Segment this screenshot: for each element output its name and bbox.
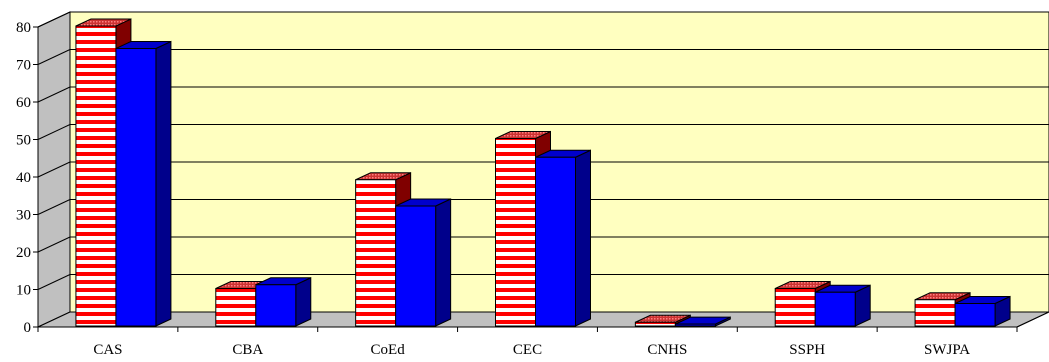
bar [674,316,731,327]
bar [395,198,452,327]
x-tick-label: CEC [513,342,542,358]
bar-front [355,179,397,327]
bar-side [575,149,591,327]
side-gridline [37,11,71,28]
bar [255,276,312,327]
bar-front [75,25,117,327]
y-tick-label: 70 [16,58,31,74]
side-gridline [37,236,71,253]
x-axis: CAS CBA CoEd CEC CNHS SSPH SWJPA [37,311,1049,358]
bar [115,40,172,327]
floor-edge [1016,311,1049,328]
side-gridline [37,274,71,290]
bar [814,284,871,327]
y-tick-label: 60 [16,95,31,111]
bar [954,295,1011,327]
bar-front [115,48,157,327]
bar-front [495,138,536,327]
x-tick-label: CBA [232,342,263,358]
bars [75,18,1011,327]
side-gridline [37,161,71,178]
x-tick-label: CoEd [371,342,406,358]
bar-front [634,321,676,327]
y-tick-label: 40 [16,170,31,186]
bar-front [814,291,856,327]
bar-front [395,205,437,327]
y-tick-label: 20 [16,245,31,261]
side-gridline [37,49,71,65]
bar-front [535,156,576,327]
bar [535,149,591,327]
y-tick-label: 10 [16,283,31,299]
y-tick-label: 80 [16,20,31,36]
bar-front [255,284,297,327]
side-gridline [37,86,71,103]
x-tick-label: CAS [93,342,122,358]
bar-side [155,40,172,327]
y-tick-label: 30 [16,208,31,224]
side-gridline [37,199,71,215]
bar-front [774,288,816,327]
y-tick-label: 50 [16,133,31,149]
bar-front [215,288,257,327]
x-tick-label: SWJPA [924,342,970,358]
bar-side [295,276,312,327]
bar-front [914,299,956,327]
y-tick-label: 0 [24,320,32,336]
bar-side [435,198,452,327]
y-axis: 0 10 20 30 40 50 60 70 80 [16,20,39,336]
side-gridline [37,124,71,140]
bar-front [954,303,996,327]
x-tick-label: CNHS [647,342,687,358]
bar-front [674,323,716,327]
x-tick-label: SSPH [789,342,825,358]
